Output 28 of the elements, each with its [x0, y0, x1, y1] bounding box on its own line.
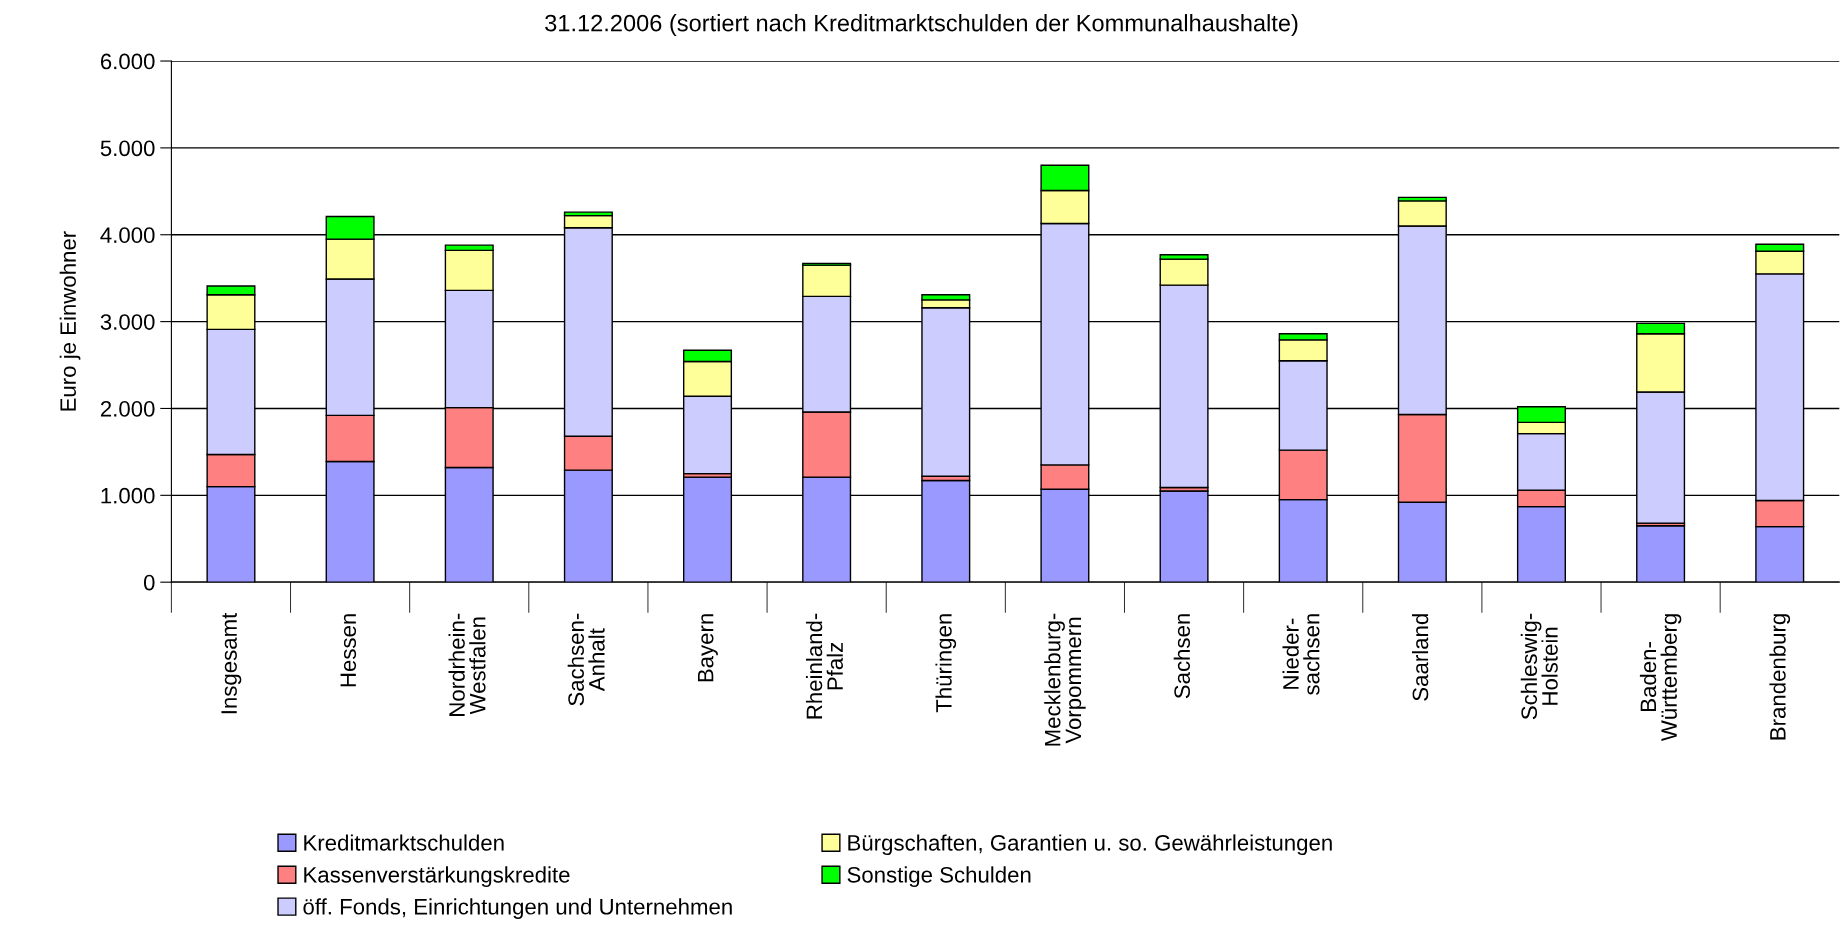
y-tick-label: 6.000: [100, 53, 155, 70]
y-tick-label: 1.000: [101, 487, 155, 504]
x-tick-label: Rheinland- Pfalz: [805, 613, 843, 719]
x-tick-label: Saarland: [1411, 614, 1429, 701]
chart-title: 31.12.2006 (sortiert nach Kreditmarktschulden der Kommunalhaushalte): [545, 14, 1298, 37]
y-axis-title: Euro je Einwohner: [59, 231, 81, 411]
legend-label: Kassenverstärkungskredite: [304, 866, 570, 888]
legend-label: öff. Fonds, Einrichtungen und Unternehmen: [303, 898, 732, 919]
x-tick-label: Sachsen: [1173, 614, 1191, 699]
x-tick-label: Insgesamt: [221, 612, 242, 714]
legend-label: Kreditmarktschulden: [304, 834, 504, 851]
x-tick-label: Schleswig- Holstein: [1520, 613, 1558, 720]
x-tick-label: Mecklenburg- Vorpommern: [1044, 613, 1086, 746]
y-tick-label: 0: [143, 574, 155, 591]
y-tick-label: 5.000: [100, 140, 155, 157]
legend-label: Sonstige Schulden: [847, 866, 1031, 888]
x-tick-label: Brandenburg: [1769, 614, 1791, 740]
y-tick-label: 4.000: [100, 227, 155, 244]
y-tick-label: 2.000: [100, 401, 155, 417]
x-tick-label: Thüringen: [935, 614, 957, 713]
x-tick-label: Hessen: [340, 614, 357, 687]
x-tick-label: Nordrhein- Westfalen: [448, 613, 486, 716]
y-tick-label: 3.000: [100, 314, 155, 330]
x-tick-label: Bayern: [697, 614, 718, 682]
legend-label: Bürgschaften, Garantien u. so. Gewährleistungen: [848, 834, 1332, 856]
x-tick-label: Sachsen- Anhalt: [567, 613, 605, 706]
x-tick-label: Baden- Württemberg: [1639, 614, 1682, 742]
x-tick-label: Nieder- sachsen: [1282, 614, 1320, 695]
